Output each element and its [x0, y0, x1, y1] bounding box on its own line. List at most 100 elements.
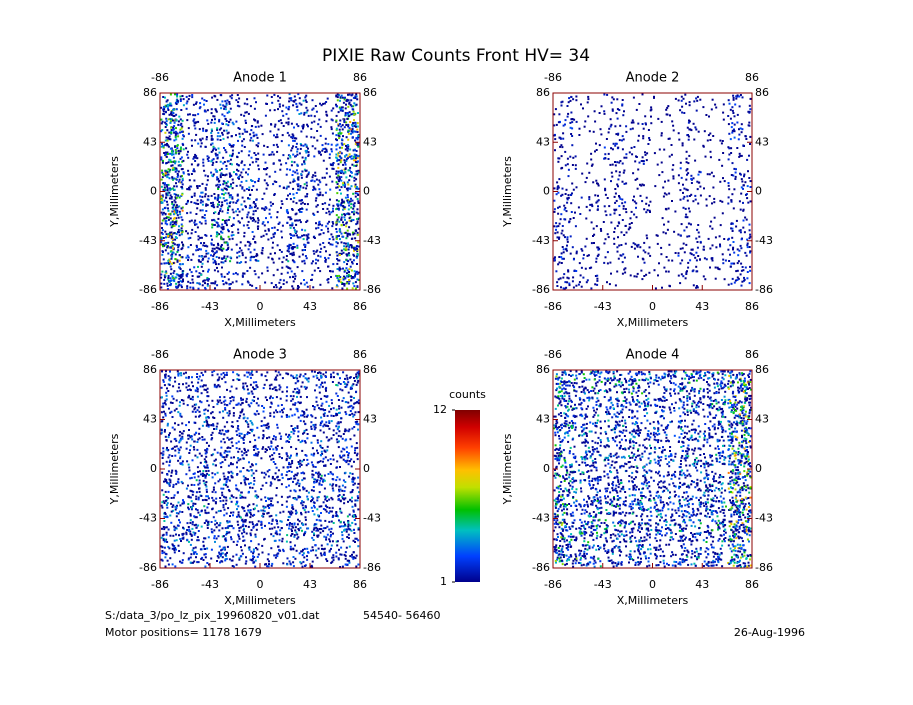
count-pixel — [354, 95, 357, 98]
count-pixel — [746, 185, 749, 188]
count-pixel — [160, 231, 163, 234]
count-pixel — [197, 203, 200, 205]
count-pixel — [271, 101, 274, 104]
count-pixel — [349, 155, 351, 158]
count-pixel — [301, 234, 304, 237]
count-pixel — [257, 145, 259, 148]
count-pixel — [346, 146, 349, 149]
count-pixel — [730, 147, 733, 150]
count-pixel — [658, 262, 660, 265]
count-pixel — [318, 407, 320, 410]
count-pixel — [265, 217, 267, 220]
count-pixel — [624, 242, 627, 245]
count-pixel — [230, 144, 233, 147]
count-pixel — [299, 186, 302, 189]
count-pixel — [301, 199, 303, 201]
count-pixel — [637, 243, 640, 246]
count-pixel — [250, 255, 253, 258]
count-pixel — [339, 377, 341, 380]
count-pixel — [171, 426, 174, 429]
count-pixel — [166, 422, 169, 425]
count-pixel — [236, 163, 238, 166]
count-pixel — [217, 188, 220, 190]
count-pixel — [187, 156, 190, 159]
count-pixel — [617, 257, 620, 260]
count-pixel — [336, 441, 339, 444]
count-pixel — [218, 376, 221, 379]
count-pixel — [623, 156, 626, 159]
count-pixel — [350, 113, 353, 116]
count-pixel — [268, 436, 271, 439]
count-pixel — [338, 252, 341, 255]
count-pixel — [165, 242, 168, 244]
count-pixel — [730, 262, 733, 265]
count-pixel — [180, 223, 183, 226]
count-pixel — [312, 286, 315, 289]
count-pixel — [210, 424, 213, 427]
count-pixel — [328, 213, 331, 216]
count-pixel — [164, 126, 167, 128]
count-pixel — [634, 160, 637, 163]
panel-title: Anode 2 — [626, 71, 680, 86]
count-pixel — [169, 284, 171, 286]
count-pixel — [167, 232, 170, 235]
count-pixel — [218, 256, 221, 259]
count-pixel — [218, 120, 221, 123]
count-pixel — [306, 203, 309, 206]
count-pixel — [578, 127, 581, 130]
count-pixel — [299, 147, 302, 150]
count-pixel — [296, 105, 299, 108]
count-pixel — [298, 391, 301, 394]
count-pixel — [220, 205, 223, 208]
count-pixel — [564, 236, 566, 239]
count-pixel — [170, 131, 173, 134]
heatmap — [553, 93, 752, 290]
count-pixel — [296, 150, 299, 153]
count-pixel — [345, 144, 347, 147]
count-pixel — [685, 102, 687, 105]
count-pixel — [171, 201, 174, 203]
count-pixel — [731, 277, 734, 280]
count-pixel — [161, 129, 164, 131]
count-pixel — [353, 130, 356, 133]
count-pixel — [213, 385, 216, 388]
count-pixel — [618, 214, 621, 216]
count-pixel — [222, 257, 225, 260]
count-pixel — [357, 145, 360, 148]
count-pixel — [261, 249, 264, 252]
count-pixel — [575, 270, 578, 272]
count-pixel — [586, 279, 589, 282]
count-pixel — [355, 164, 358, 167]
count-pixel — [162, 182, 165, 185]
count-pixel — [337, 204, 340, 207]
count-pixel — [299, 441, 302, 444]
count-pixel — [295, 192, 298, 194]
count-pixel — [191, 395, 194, 398]
count-pixel — [740, 186, 743, 189]
count-pixel — [721, 212, 724, 215]
count-pixel — [633, 200, 636, 203]
count-pixel — [285, 395, 288, 398]
count-pixel — [709, 132, 712, 135]
count-pixel — [703, 187, 705, 190]
count-pixel — [169, 121, 172, 124]
count-pixel — [240, 180, 243, 183]
count-pixel — [248, 461, 250, 464]
count-pixel — [317, 183, 320, 186]
count-pixel — [217, 242, 219, 245]
count-pixel — [180, 372, 182, 375]
count-pixel — [614, 144, 617, 147]
count-pixel — [171, 238, 174, 240]
count-pixel — [205, 234, 208, 237]
count-pixel — [197, 235, 200, 238]
count-pixel — [332, 434, 335, 436]
count-pixel — [191, 228, 194, 231]
count-pixel — [168, 407, 170, 410]
count-pixel — [277, 404, 280, 407]
count-pixel — [303, 259, 306, 262]
count-pixel — [236, 403, 239, 406]
count-pixel — [178, 404, 181, 407]
count-pixel — [161, 457, 164, 459]
count-pixel — [310, 127, 313, 130]
count-pixel — [312, 212, 315, 215]
